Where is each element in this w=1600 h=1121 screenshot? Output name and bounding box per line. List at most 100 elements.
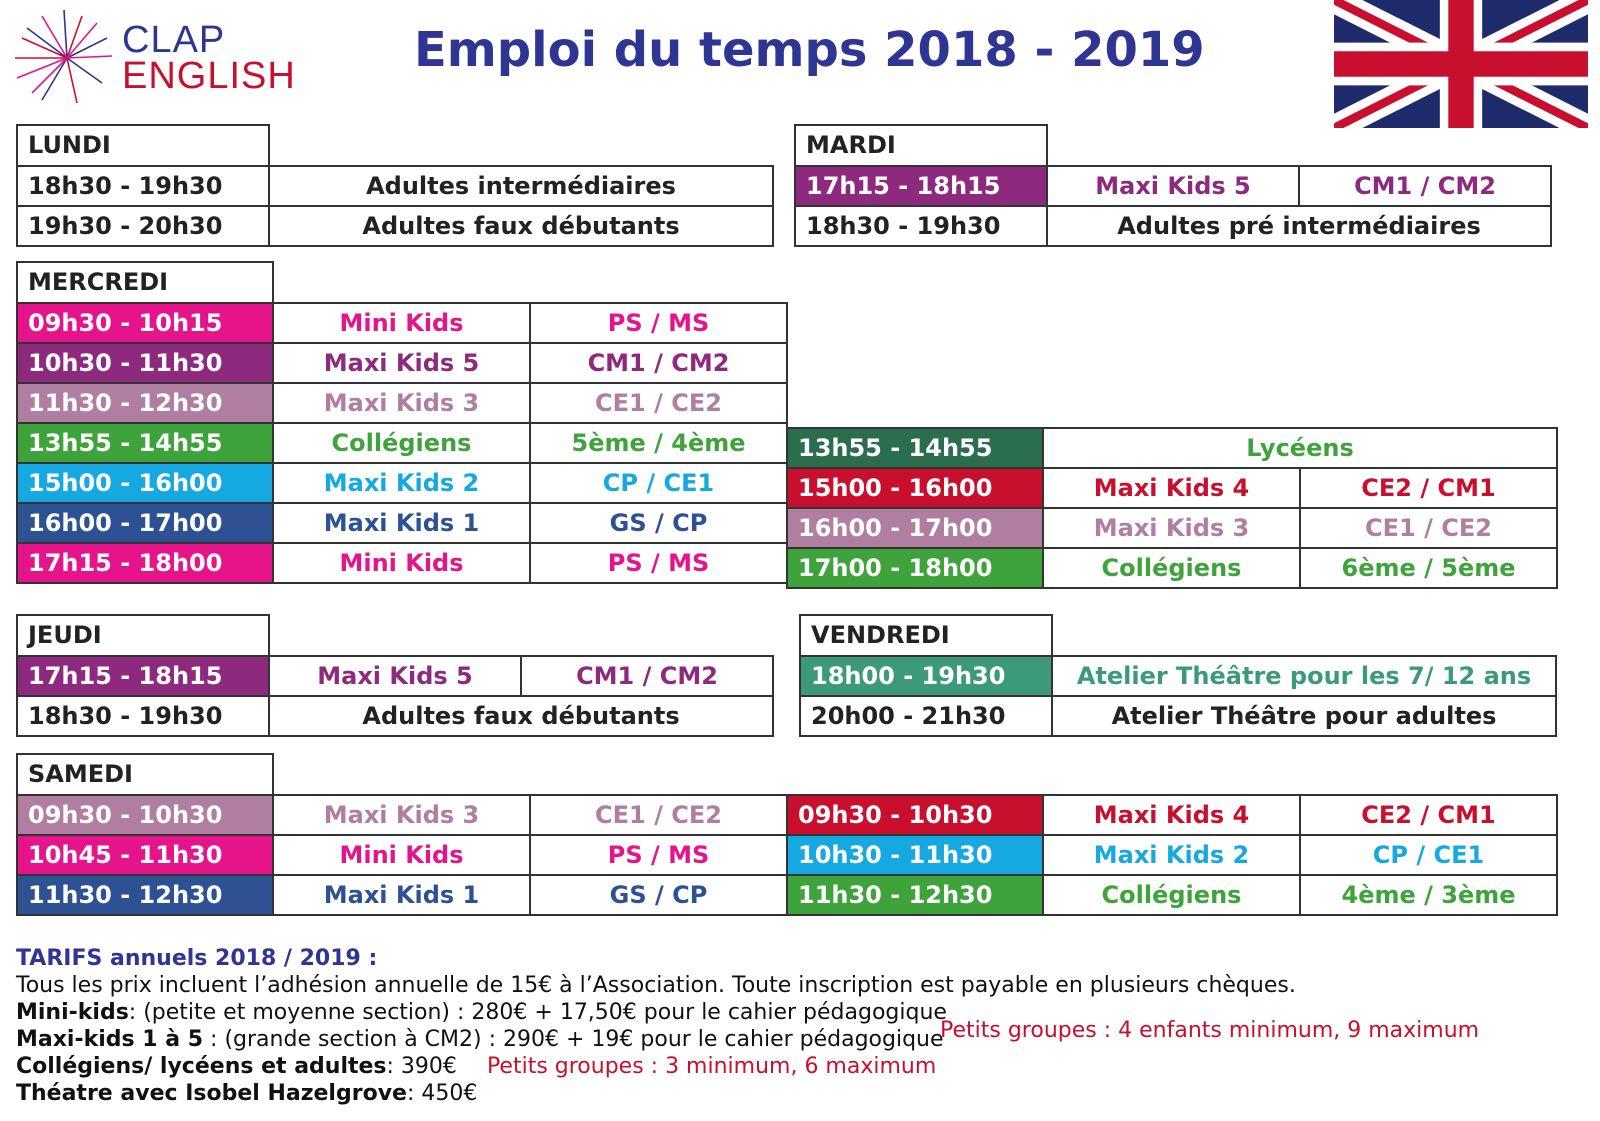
level-cell: CE1 / CE2: [1299, 507, 1558, 549]
course-cell: Maxi Kids 3: [272, 382, 531, 424]
course-cell: Collégiens: [272, 422, 531, 464]
time-cell: 11h30 - 12h30: [786, 874, 1044, 916]
course-cell: Collégiens: [1042, 547, 1301, 589]
time-cell: 18h30 - 19h30: [16, 695, 270, 737]
time-cell: 15h00 - 16h00: [16, 462, 274, 504]
course-cell: Atelier Théâtre pour adultes: [1051, 695, 1557, 737]
time-cell: 10h45 - 11h30: [16, 834, 274, 876]
time-cell: 11h30 - 12h30: [16, 874, 274, 916]
table-row: 17h15 - 18h15 Maxi Kids 5 CM1 / CM2: [16, 655, 774, 697]
time-cell: 19h30 - 20h30: [16, 205, 270, 247]
day-header-samedi: SAMEDI: [16, 753, 274, 795]
level-cell: 5ème / 4ème: [529, 422, 788, 464]
schedule-jeudi: 17h15 - 18h15 Maxi Kids 5 CM1 / CM2 18h3…: [16, 655, 774, 737]
time-cell: 15h00 - 16h00: [786, 467, 1044, 509]
level-cell: PS / MS: [529, 542, 788, 584]
collegiens-label: Collégiens/ lycéens et adultes: [16, 1054, 387, 1079]
schedule-vendredi: 18h00 - 19h30 Atelier Théâtre pour les 7…: [799, 655, 1557, 737]
level-cell: CE1 / CE2: [529, 794, 788, 836]
course-cell: Maxi Kids 5: [268, 655, 522, 697]
schedule-mardi: 17h15 - 18h15 Maxi Kids 5 CM1 / CM2 18h3…: [794, 165, 1552, 247]
day-header-mardi: MARDI: [794, 124, 1048, 166]
level-cell: CM1 / CM2: [529, 342, 788, 384]
level-cell: CE2 / CM1: [1299, 467, 1558, 509]
time-cell: 10h30 - 11h30: [16, 342, 274, 384]
time-cell: 11h30 - 12h30: [16, 382, 274, 424]
tarifs-mini-kids: Mini-kids: (petite et moyenne section) :…: [16, 999, 1596, 1026]
time-cell: 13h55 - 14h55: [786, 427, 1044, 469]
time-cell: 17h00 - 18h00: [786, 547, 1044, 589]
course-cell: Maxi Kids 5: [1046, 165, 1300, 207]
table-row: 16h00 - 17h00 Maxi Kids 1 GS / CP: [16, 502, 788, 544]
level-cell: GS / CP: [529, 874, 788, 916]
level-cell: CP / CE1: [1299, 834, 1558, 876]
course-cell: Mini Kids: [272, 302, 531, 344]
time-cell: 18h30 - 19h30: [794, 205, 1048, 247]
tarifs-section: TARIFS annuels 2018 / 2019 : Tous les pr…: [16, 945, 1596, 1107]
day-header-mercredi: MERCREDI: [16, 261, 274, 303]
course-cell: Maxi Kids 4: [1042, 467, 1301, 509]
course-cell: Maxi Kids 4: [1042, 794, 1301, 836]
time-cell: 18h00 - 19h30: [799, 655, 1053, 697]
tarifs-line-1: Tous les prix incluent l’adhésion annuel…: [16, 973, 1296, 998]
table-row: 16h00 - 17h00 Maxi Kids 3 CE1 / CE2: [786, 507, 1558, 549]
mini-kids-label: Mini-kids: [16, 1000, 129, 1025]
level-cell: PS / MS: [529, 834, 788, 876]
kids-group-note: Petits groupes : 4 enfants minimum, 9 ma…: [940, 1018, 1480, 1043]
table-row: 13h55 - 14h55 Collégiens 5ème / 4ème: [16, 422, 788, 464]
table-row: 15h00 - 16h00 Maxi Kids 2 CP / CE1: [16, 462, 788, 504]
level-cell: 4ème / 3ème: [1299, 874, 1558, 916]
course-cell: Lycéens: [1042, 427, 1558, 469]
mini-kids-price: : (petite et moyenne section) : 280€ + 1…: [128, 1000, 947, 1025]
level-cell: 6ème / 5ème: [1299, 547, 1558, 589]
theatre-label: Théatre avec Isobel Hazelgrove: [16, 1081, 407, 1106]
day-header-vendredi: VENDREDI: [799, 614, 1053, 656]
course-cell: Maxi Kids 3: [1042, 507, 1301, 549]
page-title: Emploi du temps 2018 - 2019: [414, 22, 1205, 78]
schedule-mercredi-left: 09h30 - 10h15 Mini Kids PS / MS 10h30 - …: [16, 302, 788, 584]
table-row: 18h30 - 19h30 Adultes faux débutants: [16, 695, 774, 737]
course-cell: Adultes intermédiaires: [268, 165, 774, 207]
logo-line-2: ENGLISH: [122, 55, 296, 97]
course-cell: Atelier Théâtre pour les 7/ 12 ans: [1051, 655, 1557, 697]
time-cell: 16h00 - 17h00: [16, 502, 274, 544]
course-cell: Maxi Kids 1: [272, 874, 531, 916]
time-cell: 20h00 - 21h30: [799, 695, 1053, 737]
collegiens-group-note: Petits groupes : 3 minimum, 6 maximum: [486, 1054, 937, 1079]
level-cell: CM1 / CM2: [1298, 165, 1552, 207]
table-row: 18h30 - 19h30 Adultes intermédiaires: [16, 165, 774, 207]
tarifs-maxi-kids: Maxi-kids 1 à 5 : (grande section à CM2)…: [16, 1026, 1596, 1053]
collegiens-price: : 390€: [386, 1054, 457, 1079]
schedule-lundi: 18h30 - 19h30 Adultes intermédiaires 19h…: [16, 165, 774, 247]
theatre-price: : 450€: [406, 1081, 478, 1106]
maxi-kids-label: Maxi-kids 1 à 5: [16, 1027, 204, 1052]
time-cell: 18h30 - 19h30: [16, 165, 270, 207]
tarifs-title: TARIFS annuels 2018 / 2019 :: [16, 946, 378, 971]
table-row: 17h15 - 18h15 Maxi Kids 5 CM1 / CM2: [794, 165, 1552, 207]
level-cell: PS / MS: [529, 302, 788, 344]
time-cell: 09h30 - 10h30: [786, 794, 1044, 836]
table-row: 19h30 - 20h30 Adultes faux débutants: [16, 205, 774, 247]
course-cell: Adultes pré intermédiaires: [1046, 205, 1552, 247]
course-cell: Adultes faux débutants: [268, 695, 774, 737]
schedule-mercredi-right: 13h55 - 14h55 Lycéens 15h00 - 16h00 Maxi…: [786, 427, 1558, 589]
course-cell: Adultes faux débutants: [268, 205, 774, 247]
course-cell: Maxi Kids 1: [272, 502, 531, 544]
course-cell: Collégiens: [1042, 874, 1301, 916]
tarifs-collegiens: Collégiens/ lycéens et adultes: 390€ Peti…: [16, 1053, 1596, 1080]
day-header-lundi: LUNDI: [16, 124, 270, 166]
clap-english-logo: [15, 9, 113, 104]
table-row: 10h30 - 11h30 Maxi Kids 5 CM1 / CM2: [16, 342, 788, 384]
course-cell: Maxi Kids 2: [272, 462, 531, 504]
table-row: 15h00 - 16h00 Maxi Kids 4 CE2 / CM1: [786, 467, 1558, 509]
course-cell: Mini Kids: [272, 542, 531, 584]
time-cell: 17h15 - 18h00: [16, 542, 274, 584]
table-row: 18h00 - 19h30 Atelier Théâtre pour les 7…: [799, 655, 1557, 697]
uk-flag-icon: [1334, 0, 1588, 128]
maxi-kids-price: : (grande section à CM2) : 290€ + 19€ po…: [203, 1027, 944, 1052]
time-cell: 09h30 - 10h15: [16, 302, 274, 344]
course-cell: Maxi Kids 2: [1042, 834, 1301, 876]
course-cell: Maxi Kids 3: [272, 794, 531, 836]
level-cell: GS / CP: [529, 502, 788, 544]
table-row: 09h30 - 10h30 Maxi Kids 3 CE1 / CE2 09h3…: [16, 794, 1558, 836]
